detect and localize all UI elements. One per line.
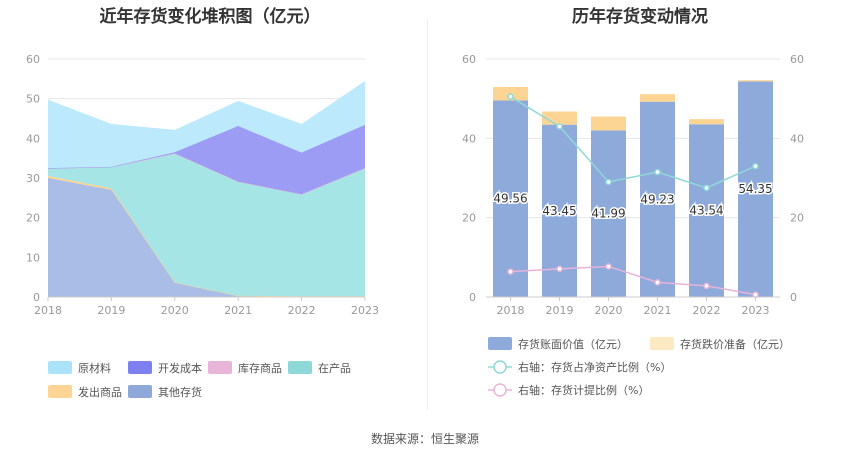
bar-book-value-4 (689, 124, 724, 297)
bar-impairment-1 (542, 111, 577, 125)
left-x-tick-1: 2019 (97, 304, 125, 317)
left-y-tick-0: 0 (33, 291, 40, 304)
left-legend-swatch-1 (128, 361, 152, 374)
bar-impairment-2 (591, 116, 626, 131)
bar-value-label-2: 41.99 (591, 207, 625, 221)
bar-value-label-1: 43.45 (542, 204, 576, 218)
right-legend-marker-1 (493, 383, 507, 397)
right-chart-title: 历年存货变动情况 (572, 7, 708, 27)
bar-value-label-3: 49.23 (640, 192, 674, 206)
left-x-tick-0: 2018 (34, 304, 62, 317)
bar-book-value-5 (738, 81, 773, 297)
left-legend-label-3: 在产品 (318, 361, 351, 375)
line-point-1-3 (654, 279, 661, 286)
left-chart-title: 近年存货变化堆积图（亿元） (99, 7, 321, 27)
line-point-1-1 (556, 265, 563, 273)
right-y-tick-2: 40 (462, 132, 476, 145)
area-series-4 (48, 124, 365, 195)
bar-impairment-3 (640, 94, 675, 102)
right-legend-swatch-0 (488, 337, 512, 350)
left-x-tick-3: 2021 (224, 304, 252, 317)
area-series-0 (48, 178, 365, 297)
right-y-tick-1: 20 (462, 212, 476, 225)
line-series-1 (510, 265, 756, 296)
area-edge-5 (47, 81, 366, 131)
left-legend-swatch-3 (288, 361, 312, 374)
line-point-0-0 (507, 93, 514, 100)
left-legend-label-5: 其他存货 (158, 385, 202, 399)
area-series-2 (48, 153, 365, 297)
right-x-tick-2: 2020 (595, 304, 623, 317)
area-series-5 (48, 81, 365, 169)
left-y-tick-6: 60 (26, 53, 40, 66)
left-x-tick-4: 2022 (288, 304, 316, 317)
line-point-0-1 (556, 123, 563, 130)
line-point-1-4 (703, 282, 710, 290)
left-x-tick-2: 2020 (161, 304, 189, 317)
line-point-0-3 (654, 168, 661, 176)
line-point-0-4 (703, 184, 710, 192)
right-x-tick-5: 2023 (742, 304, 770, 317)
line-point-1-2 (605, 263, 612, 270)
line-point-1-0 (507, 268, 514, 275)
left-y-tick-2: 20 (26, 212, 40, 225)
right-x-tick-3: 2021 (644, 304, 672, 317)
left-x-tick-5: 2023 (351, 304, 379, 317)
left-legend-label-1: 开发成本 (158, 361, 202, 375)
left-y-tick-4: 40 (26, 132, 40, 145)
right-legend-line-label-1: 右轴：存货计提比例（%） (518, 383, 649, 397)
left-legend-label-0: 原材料 (78, 361, 111, 375)
bar-book-value-3 (640, 101, 675, 297)
line-series-0 (510, 96, 756, 189)
right-x-tick-1: 2019 (546, 304, 574, 317)
bar-impairment-4 (689, 119, 724, 125)
right-y2-tick-0: 0 (790, 291, 797, 304)
right-x-tick-0: 2018 (497, 304, 525, 317)
left-legend-swatch-5 (128, 385, 152, 398)
bar-book-value-0 (493, 100, 528, 297)
bar-value-label-4: 43.54 (689, 204, 723, 218)
panel-divider (427, 20, 428, 410)
right-y2-tick-1: 20 (790, 212, 804, 225)
right-y2-tick-3: 60 (790, 53, 804, 66)
bar-impairment-5 (738, 80, 773, 82)
right-legend-label-0: 存货账面价值（亿元） (518, 337, 628, 351)
line-point-1-5 (752, 291, 759, 298)
left-legend-label-4: 发出商品 (78, 385, 122, 399)
right-x-tick-4: 2022 (693, 304, 721, 317)
right-y-tick-0: 0 (469, 291, 476, 304)
data-source: 数据来源：恒生聚源 (370, 432, 479, 446)
line-point-0-5 (752, 162, 759, 170)
left-legend-swatch-4 (48, 385, 72, 398)
bar-value-label-5: 54.35 (738, 182, 772, 196)
left-legend-label-2: 库存商品 (238, 361, 282, 375)
right-y2-tick-2: 40 (790, 132, 804, 145)
right-legend-label-1: 存货跌价准备（亿元） (680, 337, 790, 351)
right-legend-line-label-0: 右轴：存货占净资产比例（%） (518, 360, 671, 374)
right-legend-swatch-1 (650, 337, 674, 350)
left-y-tick-1: 10 (26, 251, 40, 264)
left-legend-swatch-0 (48, 361, 72, 374)
left-y-tick-3: 30 (26, 172, 40, 185)
line-point-0-2 (605, 178, 612, 186)
right-legend-marker-0 (493, 360, 507, 374)
left-legend-swatch-2 (208, 361, 232, 374)
left-y-tick-5: 50 (26, 93, 40, 106)
bar-value-label-0: 49.56 (493, 192, 527, 206)
right-y-tick-3: 60 (462, 53, 476, 66)
